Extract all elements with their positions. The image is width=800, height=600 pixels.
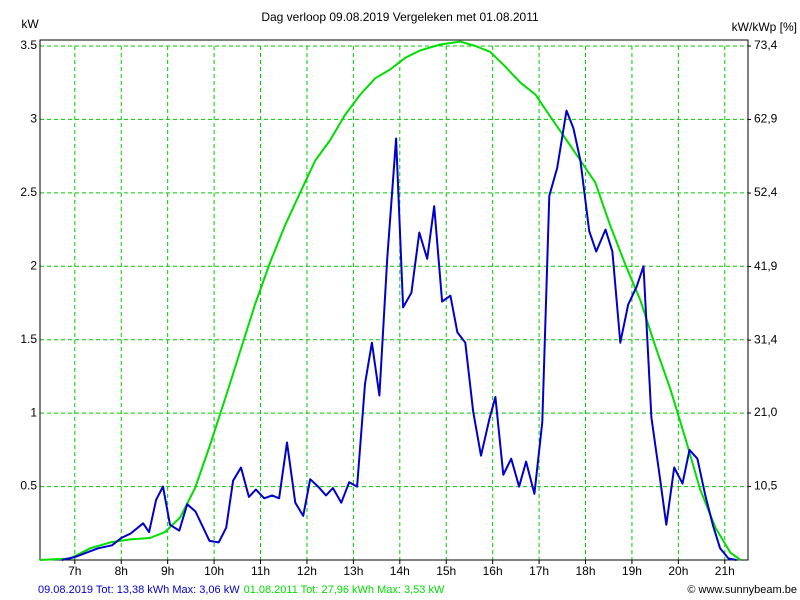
x-tick-label: 18h [575,564,595,578]
y-tick-label: 2 [30,258,37,272]
y2-tick-label: 31,4 [754,332,778,346]
y-axis-label: kW [21,17,39,31]
y-tick-label: 2.5 [20,185,37,199]
y2-tick-label: 52,4 [754,185,778,199]
x-tick-label: 19h [622,564,642,578]
y2-tick-label: 41,9 [754,259,778,273]
x-tick-label: 14h [390,564,410,578]
x-tick-label: 9h [161,564,174,578]
x-tick-label: 15h [436,564,456,578]
chart-title: Dag verloop 09.08.2019 Vergeleken met 01… [261,10,539,24]
y-tick-label: 3 [30,112,37,126]
x-tick-label: 8h [115,564,128,578]
y-tick-label: 1 [30,405,37,419]
x-tick-label: 20h [668,564,688,578]
y2-axis-label: kW/kWp [%] [732,20,797,34]
y2-tick-label: 21,0 [754,405,778,419]
x-tick-label: 17h [529,564,549,578]
y-tick-label: 1.5 [20,332,37,346]
y-tick-label: 3.5 [20,38,37,52]
x-tick-label: 16h [483,564,503,578]
x-tick-label: 13h [343,564,363,578]
y-tick-label: 0.5 [20,479,37,493]
source: © www.sunnybeam.be [687,584,797,596]
x-tick-label: 11h [251,564,270,578]
legend-entry: 09.08.2019 Tot: 13,38 kWh Max: 3,06 kW [38,584,240,596]
y2-tick-label: 73,4 [754,38,778,52]
legend-entry: 01.08.2011 Tot: 27,96 kWh Max: 3,53 kW [244,584,445,596]
y2-tick-label: 10,5 [754,479,778,493]
x-tick-label: 12h [297,564,317,578]
x-tick-label: 21h [715,564,735,578]
series-line [61,109,737,561]
plot-frame [39,39,749,561]
y2-tick-label: 62,9 [754,112,778,126]
x-tick-label: 7h [68,564,81,578]
x-tick-label: 10h [204,564,224,578]
